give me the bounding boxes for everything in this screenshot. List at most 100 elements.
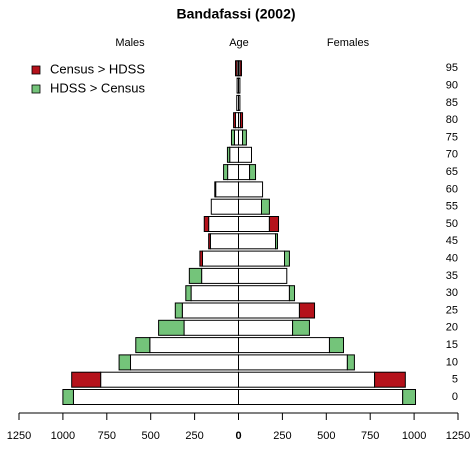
- x-tick-label: 1000: [51, 430, 75, 442]
- bar-common: [130, 354, 239, 371]
- bar-common: [238, 198, 263, 215]
- bar-common: [202, 250, 239, 267]
- age-label: 65: [446, 166, 458, 178]
- bar-common: [229, 146, 240, 163]
- bar-excess: [261, 198, 270, 215]
- bar-common: [238, 389, 404, 405]
- x-tick-label: 0: [235, 430, 241, 442]
- age-label: 60: [446, 183, 458, 195]
- bar-common: [238, 181, 264, 198]
- x-tick-label: 1250: [446, 430, 470, 442]
- bar-common: [238, 233, 277, 250]
- bar-common: [210, 198, 239, 215]
- bar-common: [238, 146, 252, 163]
- bar-excess: [230, 129, 235, 146]
- bar-common: [238, 337, 330, 354]
- bar-excess: [135, 337, 151, 354]
- bar-excess: [71, 371, 102, 388]
- bar-common: [100, 371, 239, 388]
- bar-excess: [226, 146, 231, 163]
- age-label: 85: [446, 97, 458, 109]
- bar-common: [201, 267, 239, 284]
- age-label: 15: [446, 339, 458, 351]
- bar-excess: [188, 267, 203, 284]
- bar-common: [149, 337, 240, 354]
- left-label: Males: [115, 37, 145, 49]
- bar-common: [72, 389, 239, 405]
- bar-excess: [346, 354, 355, 371]
- age-label: 95: [446, 62, 458, 74]
- age-label: 45: [446, 235, 458, 247]
- bar-common: [209, 233, 240, 250]
- age-label: 55: [446, 201, 458, 213]
- age-label: 20: [446, 322, 458, 334]
- bar-common: [238, 371, 376, 388]
- legend-swatch: [31, 65, 41, 75]
- bar-excess: [208, 233, 211, 250]
- bar-excess: [223, 164, 229, 181]
- bar-common: [238, 129, 244, 146]
- age-label: 0: [452, 391, 458, 403]
- bar-common: [238, 250, 286, 267]
- bar-common: [190, 285, 239, 302]
- age-label: 10: [446, 356, 458, 368]
- x-tick-label: 750: [361, 430, 379, 442]
- x-tick-label: 500: [142, 430, 160, 442]
- bar-excess: [249, 164, 257, 181]
- legend-swatch: [31, 84, 41, 94]
- bar-excess: [185, 285, 192, 302]
- chart-title: Bandafassi (2002): [176, 6, 295, 22]
- bar-excess: [239, 112, 244, 129]
- bar-common: [238, 77, 241, 94]
- bar-common: [215, 181, 239, 198]
- x-tick-label: 1250: [7, 430, 31, 442]
- bar-common: [238, 164, 251, 181]
- center-label: Age: [229, 37, 249, 49]
- bar-common: [238, 302, 300, 319]
- x-tick-label: 250: [273, 430, 291, 442]
- x-tick-label: 750: [98, 430, 116, 442]
- age-label: 80: [446, 114, 458, 126]
- bar-excess: [328, 337, 345, 354]
- bar-excess: [268, 216, 280, 232]
- bar-common: [227, 164, 239, 181]
- bar-excess: [199, 250, 204, 267]
- bar-excess: [62, 389, 74, 405]
- bar-excess: [298, 302, 316, 319]
- bar-excess: [288, 285, 296, 302]
- bar-excess: [214, 181, 217, 198]
- bar-excess: [284, 250, 290, 267]
- bar-common: [238, 319, 294, 336]
- bar-common: [238, 267, 288, 284]
- age-label: 30: [446, 287, 458, 299]
- bar-common: [238, 216, 270, 232]
- bar-common: [181, 302, 239, 319]
- bar-common: [238, 94, 241, 111]
- x-tick-label: 250: [185, 430, 203, 442]
- age-label: 50: [446, 218, 458, 230]
- age-label: 90: [446, 80, 458, 92]
- bar-excess: [374, 371, 406, 388]
- bar-excess: [233, 112, 237, 129]
- age-label: 70: [446, 149, 458, 161]
- age-label: 75: [446, 131, 458, 143]
- right-label: Females: [327, 37, 370, 49]
- bar-excess: [239, 60, 242, 77]
- bar-excess: [242, 129, 247, 146]
- bar-common: [238, 354, 348, 371]
- bar-excess: [203, 216, 210, 232]
- bar-excess: [158, 319, 185, 336]
- age-label: 25: [446, 304, 458, 316]
- age-label: 35: [446, 270, 458, 282]
- bar-excess: [118, 354, 132, 371]
- legend-label: HDSS > Census: [50, 80, 146, 95]
- x-tick-label: 1000: [402, 430, 426, 442]
- x-tick-label: 500: [317, 430, 335, 442]
- bar-excess: [174, 302, 183, 319]
- bar-excess: [292, 319, 310, 336]
- bar-common: [183, 319, 239, 336]
- bar-excess: [235, 60, 238, 77]
- legend-label: Census > HDSS: [50, 61, 145, 76]
- bar-common: [238, 285, 290, 302]
